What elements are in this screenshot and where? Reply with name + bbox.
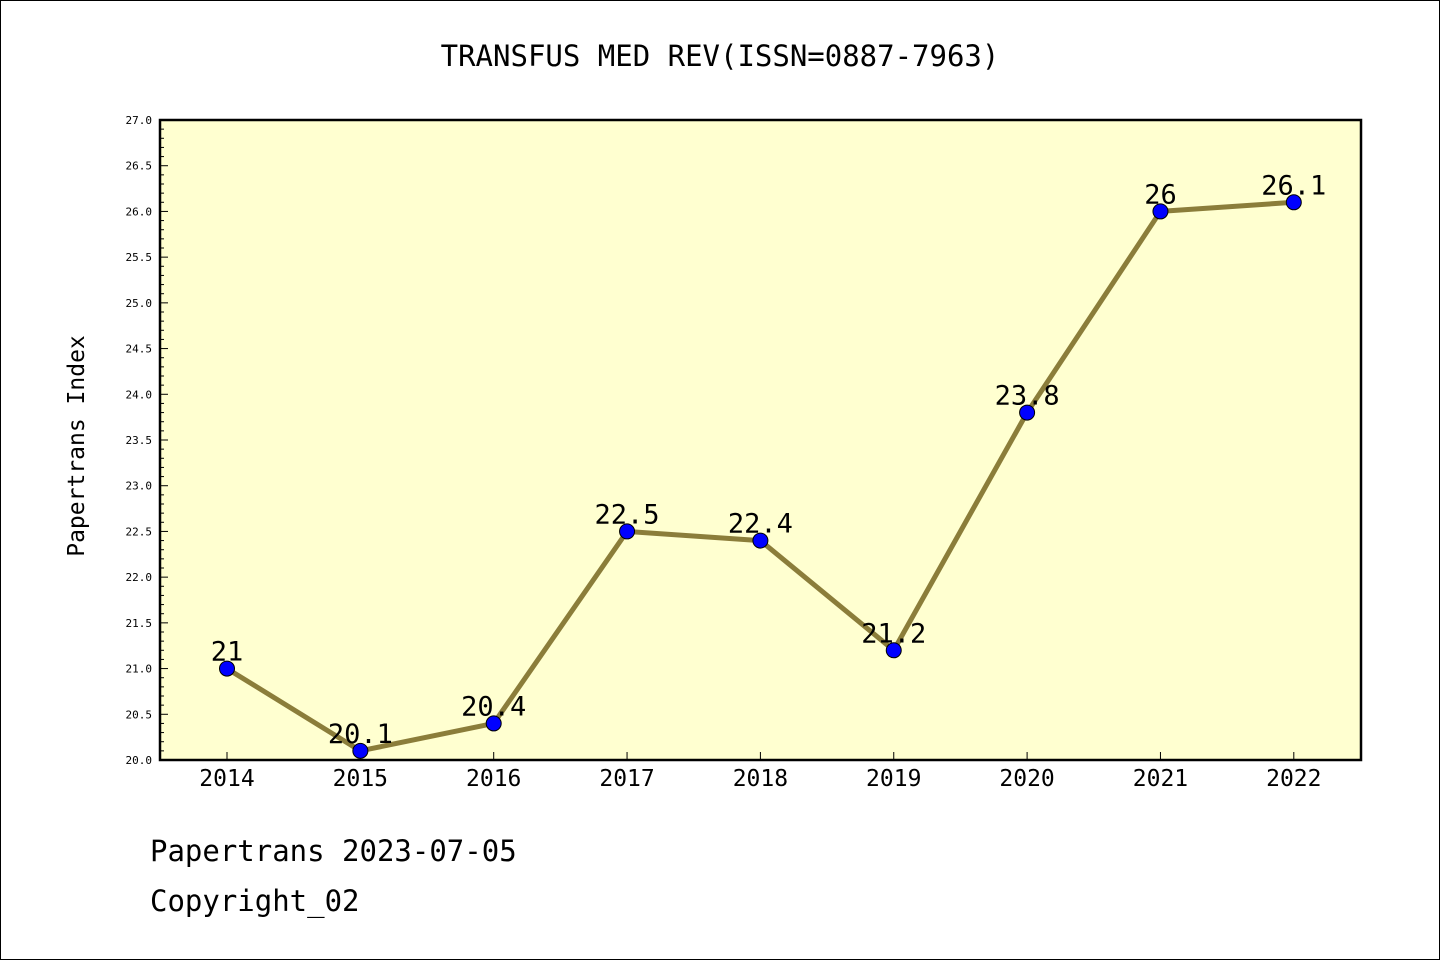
data-label: 22.4 <box>728 509 793 540</box>
data-label: 22.5 <box>595 499 660 530</box>
data-point <box>619 523 636 540</box>
data-point <box>219 660 235 677</box>
x-tick-label: 2020 <box>999 766 1054 792</box>
data-point <box>752 532 769 549</box>
y-tick-label: 25.0 <box>126 297 153 310</box>
data-point <box>1019 404 1036 421</box>
plot-area <box>160 120 1361 760</box>
data-label: 21.2 <box>861 618 926 649</box>
y-tick-label: 20.0 <box>126 754 153 767</box>
y-tick-label: 23.0 <box>126 480 153 493</box>
data-label: 26 <box>1144 179 1177 210</box>
x-tick-label: 2014 <box>199 766 254 792</box>
y-axis-label: Papertrans Index <box>64 335 90 557</box>
footer-date: Papertrans 2023-07-05 <box>150 834 517 868</box>
data-label: 26.1 <box>1261 170 1326 201</box>
y-tick-label: 22.5 <box>126 525 153 538</box>
y-tick-label: 27.0 <box>126 114 153 127</box>
y-tick-label: 22.0 <box>126 571 153 584</box>
data-point <box>485 715 502 732</box>
footer-copyright: Copyright_02 <box>150 884 360 918</box>
y-tick-label: 20.5 <box>126 708 153 721</box>
x-tick-label: 2019 <box>866 766 921 792</box>
y-axis: 20.0 20.5 21.0 21.5 22.0 22.5 23.0 23.5 24.0 24.5… <box>126 114 168 767</box>
x-tick-label: 2018 <box>733 766 788 792</box>
data-label: 20.4 <box>461 691 526 722</box>
data-point <box>885 642 902 659</box>
data-point <box>1152 203 1169 220</box>
data-label: 21 <box>211 637 244 668</box>
data-point <box>352 742 369 759</box>
y-tick-label: 21.5 <box>126 617 153 630</box>
data-point <box>1285 194 1302 211</box>
y-tick-label: 26.5 <box>126 160 153 173</box>
data-label: 23.8 <box>995 381 1060 412</box>
x-tick-label: 2016 <box>466 766 521 792</box>
x-tick-label: 2022 <box>1266 766 1321 792</box>
y-tick-label: 21.0 <box>126 663 153 676</box>
y-tick-label: 23.5 <box>126 434 153 447</box>
x-tick-label: 2017 <box>599 766 654 792</box>
x-tick-label: 2021 <box>1133 766 1188 792</box>
x-tick-label: 2015 <box>333 766 388 792</box>
y-tick-label: 24.5 <box>126 343 153 356</box>
chart-title: TRANSFUS MED REV(ISSN=0887-7963) <box>441 39 1000 73</box>
y-tick-label: 24.0 <box>126 388 153 401</box>
data-label: 20.1 <box>328 719 393 750</box>
y-tick-label: 26.0 <box>126 205 153 218</box>
x-axis: 2014 2015 2016 2017 2018 2019 2020 2021 2022 <box>199 752 1321 792</box>
y-tick-label: 25.5 <box>126 251 153 264</box>
series-group: 21 20.1 20.4 22.5 22.4 21.2 23.8 26 26.1 <box>211 170 1326 759</box>
plot-border <box>158 118 1363 762</box>
